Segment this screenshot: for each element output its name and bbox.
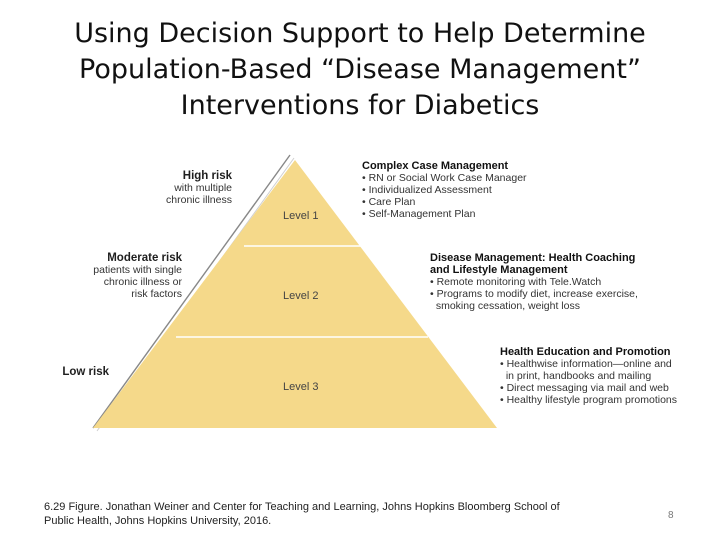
intervention-item: • Care Plan (362, 196, 416, 208)
intervention-heading-line-2: and Lifestyle Management (430, 264, 568, 276)
intervention-list: • RN or Social Work Case Manager • Indiv… (362, 172, 527, 220)
caption-line-2: Public Health, Johns Hopkins University,… (44, 515, 272, 527)
intervention-item: • Self-Management Plan (362, 208, 476, 220)
risk-text-line: chronic illness or (103, 276, 182, 288)
intervention-item: • Programs to modify diet, increase exer… (430, 288, 638, 300)
intervention-item: • Remote monitoring with Tele.Watch (430, 276, 602, 288)
risk-heading-high: High risk (182, 170, 232, 182)
title-line-3: Interventions for Diabetics (180, 90, 540, 121)
risk-text-line: patients with single (93, 264, 182, 276)
title-line-1: Using Decision Support to Help Determine (74, 18, 646, 49)
level-label-1: Level 1 (283, 210, 319, 222)
intervention-item: in print, handbooks and mailing (500, 370, 652, 382)
intervention-heading: Disease Management: Health Coaching (430, 252, 636, 264)
risk-heading-moderate: Moderate risk (107, 252, 182, 264)
risk-label-moderate: Moderate risk patients with single chron… (70, 252, 182, 300)
risk-heading-low: Low risk (62, 366, 109, 378)
intervention-item: smoking cessation, weight loss (430, 300, 580, 312)
intervention-heading: Health Education and Promotion (500, 346, 671, 358)
intervention-disease-management: Disease Management: Health Coaching and … (430, 252, 638, 312)
page-number: 8 (668, 510, 674, 521)
title-line-2: Population-Based “Disease Management” (79, 54, 641, 85)
risk-label-high: High risk with multiple chronic illness (120, 170, 232, 206)
intervention-health-education: Health Education and Promotion • Healthw… (500, 346, 677, 406)
level-label-3: Level 3 (283, 381, 319, 393)
risk-text-line: chronic illness (166, 194, 232, 206)
pyramid-body (93, 160, 497, 428)
intervention-item: • Healthwise information—online and (500, 358, 672, 370)
level-label-2: Level 2 (283, 290, 319, 302)
slide-title: Using Decision Support to Help Determine… (30, 16, 690, 124)
risk-text-line: risk factors (131, 288, 182, 300)
intervention-list: • Healthwise information—online and in p… (500, 358, 677, 406)
intervention-item: • Healthy lifestyle program promotions (500, 394, 677, 406)
intervention-item: • Individualized Assessment (362, 184, 492, 196)
intervention-item: • Direct messaging via mail and web (500, 382, 669, 394)
risk-label-low: Low risk (40, 366, 109, 378)
intervention-item: • RN or Social Work Case Manager (362, 172, 527, 184)
intervention-complex-case: Complex Case Management • RN or Social W… (362, 160, 527, 220)
figure-caption: 6.29 Figure. Jonathan Weiner and Center … (44, 500, 624, 528)
caption-line-1: 6.29 Figure. Jonathan Weiner and Center … (44, 501, 560, 513)
risk-text-line: with multiple (174, 182, 232, 194)
intervention-list: • Remote monitoring with Tele.Watch • Pr… (430, 276, 638, 312)
intervention-heading: Complex Case Management (362, 160, 509, 172)
risk-axis-line (92, 154, 291, 429)
